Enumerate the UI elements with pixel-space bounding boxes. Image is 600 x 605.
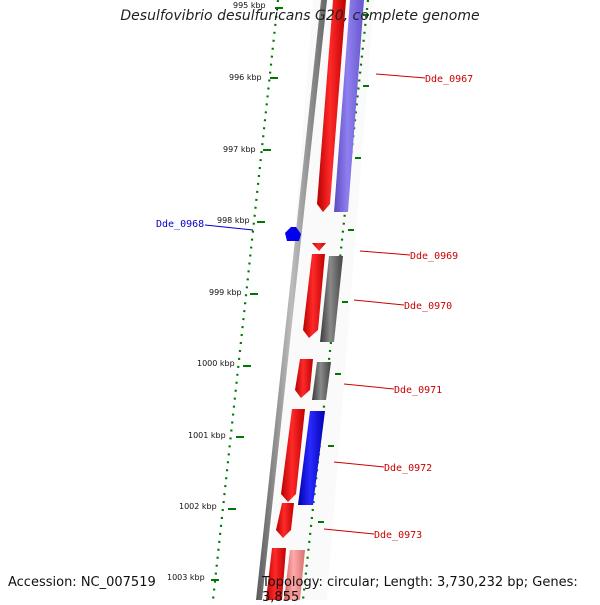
tick-label-1003: 1003 kbp bbox=[167, 573, 205, 582]
gene-feature-next[interactable] bbox=[266, 548, 286, 600]
gene-label-dde-0970[interactable]: Dde_0970 bbox=[404, 301, 452, 312]
gene-feature-dde-0968[interactable] bbox=[285, 227, 301, 241]
gene-label-dde-0973[interactable]: Dde_0973 bbox=[374, 530, 422, 541]
gene-label-dde-0967[interactable]: Dde_0967 bbox=[425, 74, 473, 85]
gene-feature-gray-1[interactable] bbox=[320, 256, 343, 342]
leader-dde-0971 bbox=[343, 383, 395, 390]
leader-dde-0968 bbox=[204, 224, 254, 231]
leader-dde-0970 bbox=[353, 299, 405, 306]
gene-feature-gray-2[interactable] bbox=[312, 362, 331, 400]
leader-dde-0969 bbox=[359, 250, 411, 256]
tick-label-1001: 1001 kbp bbox=[188, 431, 226, 440]
gene-feature-dde-0969[interactable] bbox=[312, 243, 326, 251]
leader-dde-0973 bbox=[323, 528, 375, 535]
tick-label-998: 998 kbp bbox=[217, 216, 250, 225]
tick-label-997: 997 kbp bbox=[223, 145, 256, 154]
tick-label-1000: 1000 kbp bbox=[197, 359, 235, 368]
topology-summary: Topology: circular; Length: 3,730,232 bp… bbox=[262, 575, 578, 605]
gene-label-dde-0968[interactable]: Dde_0968 bbox=[156, 219, 204, 230]
inner-track-ticks bbox=[318, 14, 369, 523]
scale-labels: 995 kbp 996 kbp 997 kbp 998 kbp 999 kbp … bbox=[167, 1, 266, 582]
gene-feature-dde-0971[interactable] bbox=[295, 359, 313, 398]
gene-label-dde-0971[interactable]: Dde_0971 bbox=[394, 385, 442, 396]
forward-strand-features bbox=[266, 0, 346, 600]
gene-feature-dde-0967-selected[interactable] bbox=[334, 0, 364, 212]
gene-feature-dde-0970[interactable] bbox=[303, 254, 325, 338]
tick-label-996: 996 kbp bbox=[229, 73, 262, 82]
gene-feature-pink[interactable] bbox=[284, 550, 305, 600]
genome-title: Desulfovibrio desulfuricans G20, complet… bbox=[120, 8, 480, 24]
gene-feature-dde-0973[interactable] bbox=[276, 503, 294, 538]
gene-feature-dde-0972-reverse[interactable] bbox=[298, 411, 325, 505]
genome-backbone bbox=[256, 0, 327, 600]
gene-label-dde-0969[interactable]: Dde_0969 bbox=[410, 251, 458, 262]
gene-labels: Dde_0967 Dde_0968 Dde_0969 Dde_0970 Dde_… bbox=[156, 74, 473, 541]
gene-label-dde-0972[interactable]: Dde_0972 bbox=[384, 463, 432, 474]
accession-label: Accession: NC_007519 bbox=[8, 575, 156, 590]
tick-label-995: 995 kbp bbox=[233, 1, 266, 10]
gene-feature-dde-0967[interactable] bbox=[317, 0, 346, 212]
label-leaders bbox=[204, 73, 426, 535]
gene-feature-dde-0972[interactable] bbox=[281, 409, 305, 502]
leader-dde-0972 bbox=[333, 461, 385, 468]
tick-label-999: 999 kbp bbox=[209, 288, 242, 297]
tick-label-1002: 1002 kbp bbox=[179, 502, 217, 511]
leader-dde-0967 bbox=[375, 73, 426, 79]
outer-track-ticks bbox=[211, 7, 283, 581]
reverse-strand-features bbox=[284, 0, 364, 600]
